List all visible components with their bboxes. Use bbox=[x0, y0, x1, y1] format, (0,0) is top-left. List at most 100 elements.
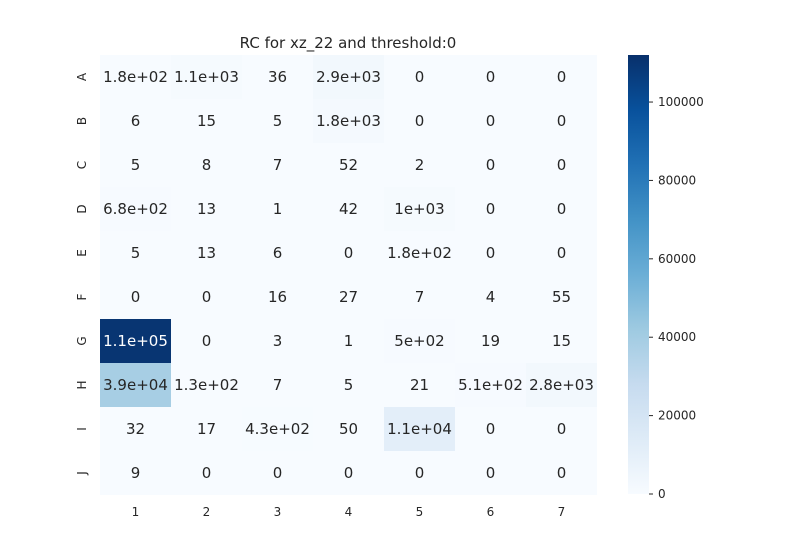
cell-annotation: 50 bbox=[339, 420, 358, 438]
heatmap-cell bbox=[242, 407, 313, 451]
chart-title: RC for xz_22 and threshold:0 bbox=[240, 34, 457, 53]
cell-annotation: 5.1e+02 bbox=[458, 376, 523, 394]
cell-annotation: 0 bbox=[344, 464, 354, 482]
heatmap-cell bbox=[455, 187, 526, 231]
y-tick-label: H bbox=[75, 380, 89, 389]
x-tick-label: 2 bbox=[203, 505, 211, 519]
heatmap-cell bbox=[171, 187, 242, 231]
cell-annotation: 7 bbox=[273, 376, 283, 394]
heatmap-cell bbox=[171, 363, 242, 407]
cell-annotation: 55 bbox=[552, 288, 571, 306]
heatmap-cell bbox=[171, 275, 242, 319]
heatmap-cell bbox=[100, 231, 171, 275]
heatmap-cell bbox=[455, 143, 526, 187]
heatmap-cell bbox=[242, 451, 313, 495]
heatmap-cell bbox=[526, 319, 597, 363]
cell-annotation: 5 bbox=[131, 156, 141, 174]
colorbar bbox=[628, 55, 649, 494]
heatmap-cell bbox=[384, 55, 455, 99]
x-tick-label: 7 bbox=[558, 505, 566, 519]
heatmap-cell bbox=[526, 99, 597, 143]
heatmap-cell bbox=[171, 99, 242, 143]
heatmap-cell bbox=[100, 99, 171, 143]
heatmap-cell bbox=[171, 319, 242, 363]
y-tick-label: C bbox=[75, 161, 89, 169]
cell-annotation: 5 bbox=[131, 244, 141, 262]
y-tick-label: D bbox=[75, 204, 89, 213]
colorbar-tick-label: 100000 bbox=[658, 95, 704, 109]
heatmap-cell bbox=[242, 99, 313, 143]
colorbar-tick-label: 60000 bbox=[658, 252, 696, 266]
cell-annotation: 1.8e+02 bbox=[103, 68, 168, 86]
cell-annotation: 6 bbox=[131, 112, 141, 130]
heatmap-cell bbox=[242, 275, 313, 319]
cell-annotation: 1.1e+03 bbox=[174, 68, 239, 86]
heatmap-cell bbox=[526, 407, 597, 451]
cell-annotation: 0 bbox=[415, 464, 425, 482]
heatmap-cell bbox=[384, 143, 455, 187]
cell-annotation: 0 bbox=[486, 420, 496, 438]
cell-annotation: 0 bbox=[415, 112, 425, 130]
heatmap-cell bbox=[526, 143, 597, 187]
heatmap-cell bbox=[313, 187, 384, 231]
heatmap-cell bbox=[526, 187, 597, 231]
cell-annotation: 1.1e+05 bbox=[103, 332, 168, 350]
heatmap-cell bbox=[242, 143, 313, 187]
heatmap-cell bbox=[384, 407, 455, 451]
heatmap-cell bbox=[313, 275, 384, 319]
cell-annotation: 1 bbox=[273, 200, 283, 218]
heatmap-cell bbox=[313, 363, 384, 407]
cell-annotation: 15 bbox=[552, 332, 571, 350]
y-tick-label: G bbox=[75, 336, 89, 345]
cell-annotation: 5 bbox=[344, 376, 354, 394]
heatmap-cell bbox=[171, 143, 242, 187]
cell-annotation: 27 bbox=[339, 288, 358, 306]
cell-annotation: 0 bbox=[557, 156, 567, 174]
y-tick-label: F bbox=[75, 293, 89, 300]
y-axis: A B C D E F G H I J bbox=[75, 72, 89, 476]
heatmap-cell bbox=[455, 451, 526, 495]
heatmap-cell bbox=[455, 319, 526, 363]
heatmap-cell bbox=[526, 231, 597, 275]
cell-annotation: 0 bbox=[557, 112, 567, 130]
cell-annotation: 0 bbox=[557, 464, 567, 482]
heatmap-cell bbox=[100, 143, 171, 187]
cell-annotation: 0 bbox=[557, 68, 567, 86]
colorbar-tick-label: 80000 bbox=[658, 173, 696, 187]
cell-annotation: 0 bbox=[486, 200, 496, 218]
cell-annotation: 9 bbox=[131, 464, 141, 482]
heatmap-cell bbox=[313, 231, 384, 275]
cell-annotation: 0 bbox=[273, 464, 283, 482]
cell-annotation: 8 bbox=[202, 156, 212, 174]
colorbar-tick-label: 0 bbox=[658, 487, 666, 501]
cell-annotation: 5e+02 bbox=[394, 332, 444, 350]
heatmap-cell bbox=[455, 55, 526, 99]
heatmap-cell bbox=[242, 363, 313, 407]
heatmap-annotations: 1.8e+02 1.1e+03 36 2.9e+03 0 0 06 15 5 1.8e+03 0 0 0… bbox=[103, 68, 594, 482]
heatmap-cell bbox=[384, 363, 455, 407]
cell-annotation: 0 bbox=[486, 156, 496, 174]
colorbar-ticks: 0 20000 40000 60000 80000 100000 bbox=[649, 95, 704, 501]
cell-annotation: 16 bbox=[268, 288, 287, 306]
cell-annotation: 1.8e+03 bbox=[316, 112, 381, 130]
heatmap-cell bbox=[171, 407, 242, 451]
heatmap-cell bbox=[526, 451, 597, 495]
heatmap-cell bbox=[526, 55, 597, 99]
cell-annotation: 0 bbox=[486, 244, 496, 262]
cell-annotation: 13 bbox=[197, 200, 216, 218]
cell-annotation: 15 bbox=[197, 112, 216, 130]
heatmap-cell bbox=[313, 451, 384, 495]
heatmap-cells bbox=[100, 55, 597, 495]
cell-annotation: 6.8e+02 bbox=[103, 200, 168, 218]
heatmap-cell bbox=[171, 451, 242, 495]
heatmap-cell bbox=[313, 99, 384, 143]
cell-annotation: 17 bbox=[197, 420, 216, 438]
heatmap-cell bbox=[384, 451, 455, 495]
heatmap-cell bbox=[384, 99, 455, 143]
cell-annotation: 3.9e+04 bbox=[103, 376, 168, 394]
heatmap-cell bbox=[100, 275, 171, 319]
y-tick-label: I bbox=[75, 427, 89, 431]
y-tick-label: A bbox=[75, 72, 89, 81]
x-tick-label: 6 bbox=[487, 505, 495, 519]
cell-annotation: 42 bbox=[339, 200, 358, 218]
